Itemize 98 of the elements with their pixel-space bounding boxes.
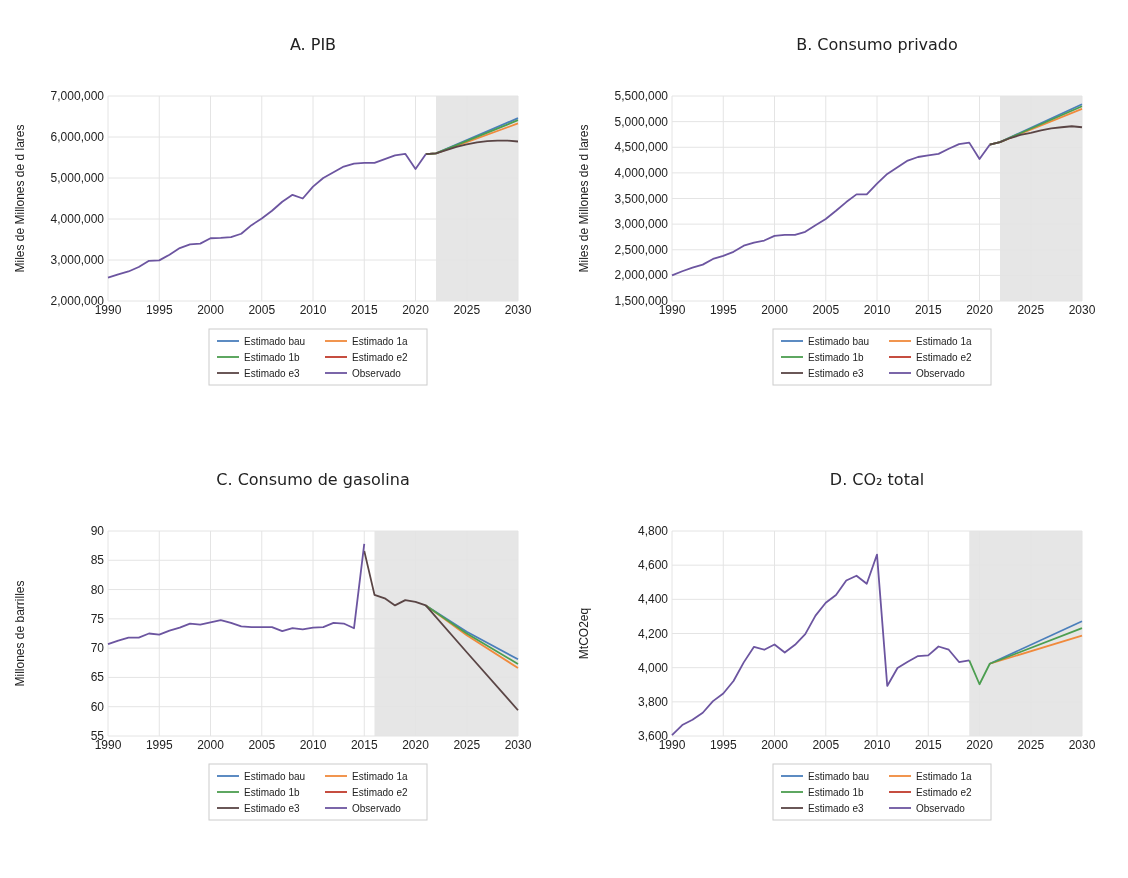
y-tick-label: 4,600 [637, 558, 669, 573]
x-tick-label: 2025 [453, 738, 481, 752]
y-axis-title: Miles de Millones de d lares [577, 124, 591, 273]
y-axis-title: Miles de Millones de d lares [13, 124, 27, 273]
legend-label: Estimado 1b [808, 787, 865, 798]
x-tick-label: 2030 [1068, 738, 1096, 752]
x-tick-label: 2025 [1017, 738, 1045, 752]
x-tick-label: 2005 [248, 738, 276, 752]
y-tick-label: 3,000,000 [50, 253, 105, 267]
y-tick-label: 2,000,000 [614, 268, 669, 283]
line-series [671, 141, 991, 277]
x-tick-label: 2005 [812, 303, 840, 317]
x-tick-label: 2010 [299, 738, 327, 752]
y-tick-label: 85 [90, 553, 105, 568]
y-tick-label: 3,500,000 [614, 191, 669, 206]
x-tick-label: 2020 [402, 303, 430, 317]
x-tick-label: 2025 [453, 303, 481, 317]
legend-label: Estimado 1a [916, 336, 973, 347]
y-axis-title: Millones de barrilles [13, 580, 27, 687]
x-tick-label: 2015 [350, 303, 378, 317]
legend-label: Estimado bau [244, 336, 306, 347]
y-tick-label: 3,800 [637, 694, 669, 709]
y-tick-label: 7,000,000 [50, 89, 105, 103]
legend-label: Estimado bau [808, 336, 870, 347]
x-tick-label: 2005 [248, 303, 276, 317]
legend-label: Estimado 1b [244, 352, 301, 363]
legend-label: Observado [352, 803, 402, 814]
y-tick-label: 2,500,000 [614, 242, 669, 257]
y-tick-label: 4,000,000 [614, 165, 669, 180]
y-tick-label: 5,000,000 [614, 114, 669, 129]
y-tick-label: 4,000,000 [50, 212, 105, 226]
legend-label: Observado [916, 803, 966, 814]
legend-label: Estimado e2 [352, 352, 409, 363]
legend-label: Estimado bau [244, 771, 306, 782]
chart-title: B. Consumo privado [796, 35, 958, 54]
x-tick-label: 2025 [1017, 303, 1045, 317]
legend-label: Estimado 1a [352, 771, 409, 782]
x-tick-label: 2015 [914, 738, 942, 752]
y-tick-label: 75 [90, 611, 105, 626]
x-tick-label: 2010 [863, 303, 891, 317]
x-tick-label: 2000 [197, 738, 225, 752]
y-tick-label: 3,000,000 [614, 217, 669, 232]
x-tick-label: 1995 [709, 303, 737, 317]
x-tick-label: 2020 [402, 738, 430, 752]
line-series [671, 553, 971, 737]
legend-label: Estimado e2 [916, 352, 973, 363]
y-tick-label: 60 [90, 699, 105, 714]
x-tick-label: 1995 [709, 738, 737, 752]
y-tick-label: 5,500,000 [614, 89, 669, 103]
line-series [107, 152, 427, 279]
x-tick-label: 2020 [966, 303, 994, 317]
x-tick-label: 2030 [1068, 303, 1096, 317]
x-tick-label: 2030 [504, 738, 532, 752]
line-series [107, 542, 366, 645]
y-tick-label: 80 [90, 582, 105, 597]
line-series [988, 125, 1083, 146]
legend-label: Estimado 1b [244, 787, 301, 798]
y-tick-label: 4,200 [637, 626, 669, 641]
chart-title: C. Consumo de gasolina [216, 470, 410, 489]
line-series [424, 139, 519, 156]
legend-label: Estimado e3 [808, 368, 865, 379]
line-series [968, 627, 1083, 686]
x-tick-label: 2010 [299, 303, 327, 317]
x-tick-label: 2010 [863, 738, 891, 752]
x-tick-label: 1995 [145, 738, 173, 752]
x-tick-label: 2020 [966, 738, 994, 752]
chart-title: A. PIB [289, 35, 337, 54]
legend-label: Estimado 1b [808, 352, 865, 363]
x-tick-label: 2015 [350, 738, 378, 752]
y-tick-label: 70 [90, 641, 105, 656]
legend-label: Estimado 1a [916, 771, 973, 782]
x-tick-label: 2000 [761, 738, 789, 752]
y-tick-label: 4,800 [637, 524, 669, 538]
legend-label: Observado [352, 368, 402, 379]
y-tick-label: 4,500,000 [614, 140, 669, 155]
x-tick-label: 1995 [145, 303, 173, 317]
y-tick-label: 90 [90, 524, 105, 538]
x-tick-label: 2030 [504, 303, 532, 317]
legend-label: Estimado e3 [244, 803, 301, 814]
line-series [363, 550, 519, 712]
x-tick-label: 2005 [812, 738, 840, 752]
x-tick-label: 2000 [761, 303, 789, 317]
y-tick-label: 5,000,000 [50, 171, 105, 185]
y-tick-label: 4,000 [637, 660, 669, 675]
legend-label: Estimado e2 [352, 787, 409, 798]
chart-title: D. CO₂ total [829, 470, 925, 489]
legend-label: Estimado e3 [808, 803, 865, 814]
legend-label: Estimado e3 [244, 368, 301, 379]
legend-label: Estimado e2 [916, 787, 973, 798]
y-tick-label: 4,400 [637, 592, 669, 607]
legend-label: Observado [916, 368, 966, 379]
y-tick-label: 65 [90, 670, 105, 685]
legend-label: Estimado 1a [352, 336, 409, 347]
x-tick-label: 2000 [197, 303, 225, 317]
y-tick-label: 6,000,000 [50, 130, 105, 144]
legend-label: Estimado bau [808, 771, 870, 782]
x-tick-label: 2015 [914, 303, 942, 317]
y-axis-title: MtCO2eq [577, 607, 591, 660]
